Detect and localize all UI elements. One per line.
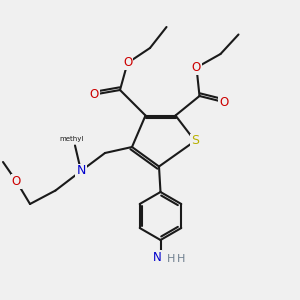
Text: O: O <box>12 175 21 188</box>
Text: O: O <box>90 88 99 101</box>
Text: S: S <box>191 134 199 148</box>
Text: H: H <box>177 254 185 264</box>
Text: methyl: methyl <box>60 136 84 142</box>
Text: N: N <box>76 164 86 178</box>
Text: N: N <box>152 250 161 264</box>
Text: H: H <box>167 254 175 264</box>
Text: O: O <box>192 61 201 74</box>
Text: O: O <box>123 56 132 70</box>
Text: O: O <box>219 95 228 109</box>
